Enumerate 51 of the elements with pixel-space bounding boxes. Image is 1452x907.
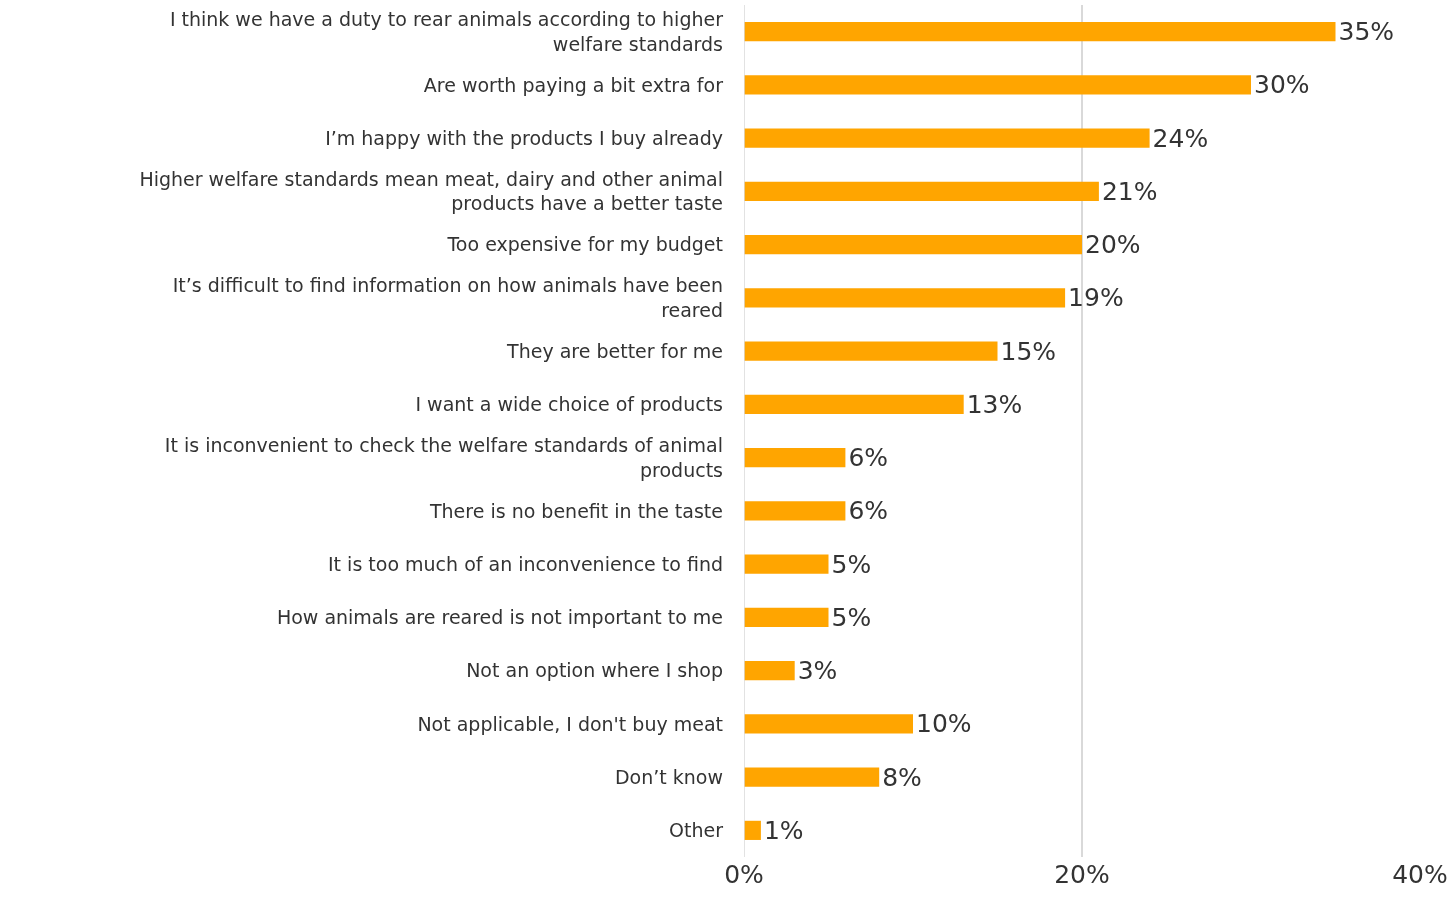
bar	[744, 714, 913, 734]
bar	[744, 554, 829, 574]
y-tick-label: I want a wide choice of products	[415, 393, 723, 416]
y-tick-label: Not an option where I shop	[466, 659, 723, 682]
y-tick-label: I think we have a duty to rear animals according to higher welfare standards	[169, 7, 724, 55]
data-label: 19%	[1068, 283, 1124, 313]
data-label: 6%	[848, 496, 889, 526]
y-tick-label: It is too much of an inconvenience to find	[328, 552, 723, 575]
x-tick-label: 40%	[1392, 860, 1448, 889]
bar	[744, 661, 795, 681]
data-label: 5%	[831, 602, 872, 632]
bar	[744, 501, 846, 521]
y-tick-label: How animals are reared is not important to me	[276, 606, 723, 629]
data-label: 3%	[797, 656, 838, 686]
data-label: 21%	[1101, 176, 1158, 206]
bar	[744, 820, 761, 840]
y-tick-label: Are worth paying a bit extra for	[423, 73, 724, 96]
data-label: 8%	[882, 762, 922, 792]
y-tick-label: There is no benefit in the taste	[428, 499, 723, 522]
data-label: 30%	[1254, 70, 1310, 100]
data-label: 6%	[848, 443, 889, 473]
y-tick-label: Higher welfare standards mean meat, dairy and other animal products have a better taste	[139, 167, 723, 215]
y-tick-label: They are better for me	[506, 339, 723, 362]
bar	[744, 448, 846, 468]
y-tick-label: Don’t know	[614, 765, 723, 788]
bar	[744, 607, 829, 627]
y-tick-label: Too expensive for my budget	[446, 233, 723, 256]
data-label: 20%	[1085, 230, 1141, 260]
x-tick-label: 20%	[1054, 860, 1110, 889]
y-tick-label: Not applicable, I don't buy meat	[417, 712, 723, 735]
y-tick-label: It is inconvenient to check the welfare standards of animal products	[164, 433, 723, 481]
y-tick-label: Other	[669, 819, 724, 842]
x-tick-label: 0%	[724, 860, 764, 889]
data-label: 5%	[831, 549, 872, 579]
y-tick-label: It’s difficult to find information on how animals have been reared	[172, 274, 723, 321]
data-label: 24%	[1152, 123, 1209, 153]
data-label: 13%	[966, 389, 1023, 419]
bar	[744, 767, 880, 787]
data-label: 15%	[1000, 336, 1057, 366]
bar	[744, 235, 1082, 255]
y-tick-label: I’m happy with the products I buy already	[325, 126, 723, 149]
data-label: 1%	[763, 815, 804, 845]
bar	[744, 394, 964, 414]
bar	[744, 22, 1336, 42]
bar	[744, 341, 998, 361]
data-label: 10%	[916, 709, 972, 739]
bar	[744, 75, 1251, 95]
data-label: 35%	[1338, 17, 1395, 47]
bar	[744, 181, 1099, 201]
bar	[744, 288, 1066, 308]
bar	[744, 128, 1150, 148]
